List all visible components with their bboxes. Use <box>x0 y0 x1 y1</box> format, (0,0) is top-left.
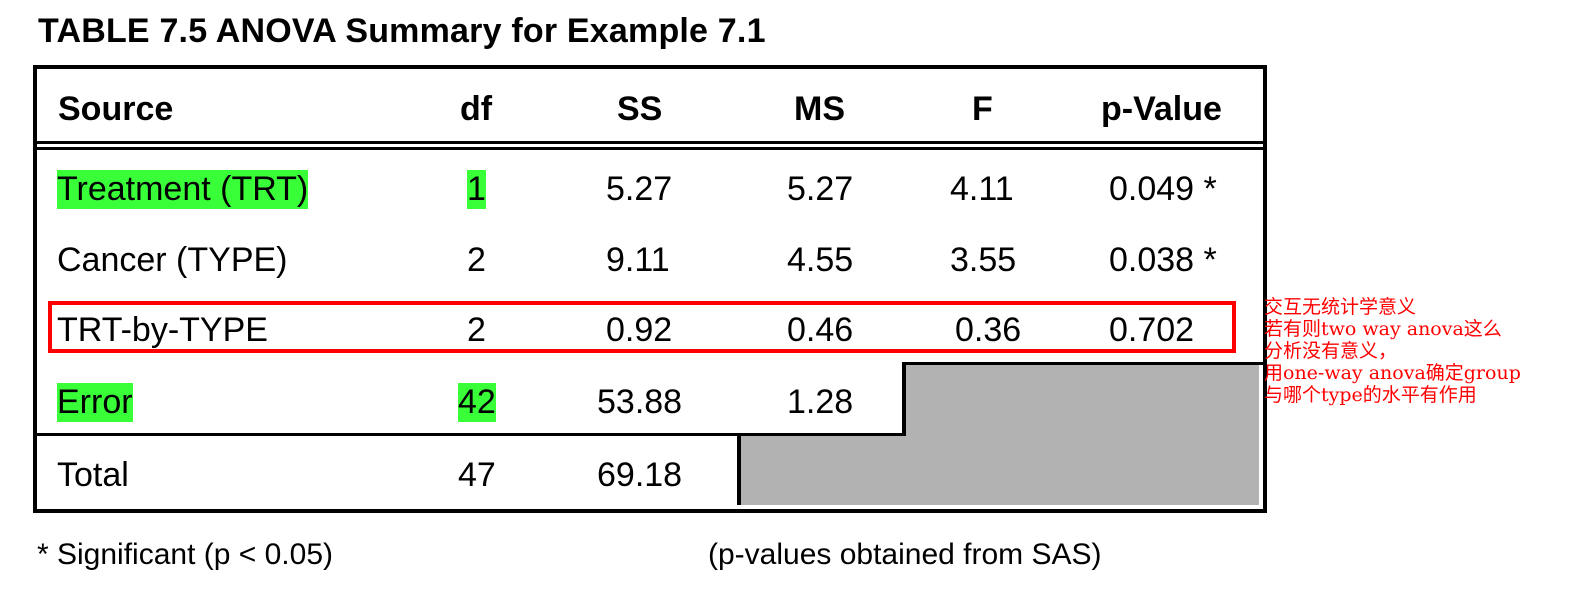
row-cancer-df: 2 <box>467 241 486 279</box>
col-header-p-value: p-Value <box>1101 90 1222 128</box>
row-error-df: 42 <box>458 383 496 422</box>
row-cancer-f: 3.55 <box>950 241 1017 279</box>
annotation-line: 与哪个type的水平有作用 <box>1264 384 1477 406</box>
row-total-source: Total <box>57 456 129 494</box>
row-cancer-ms: 4.55 <box>787 241 854 279</box>
empty-shaded-cell-error <box>904 364 1259 434</box>
row-treatment-ms: 5.27 <box>787 170 854 208</box>
table-title: TABLE 7.5 ANOVA Summary for Example 7.1 <box>38 12 766 50</box>
row-treatment-ss: 5.27 <box>606 170 673 208</box>
empty-shaded-cell-total <box>740 434 1259 505</box>
row-interaction-ms: 0.46 <box>787 311 854 349</box>
row-interaction-ss: 0.92 <box>606 311 673 349</box>
total-rule <box>37 433 906 436</box>
row-cancer-source: Cancer (TYPE) <box>57 241 288 279</box>
annotation-line: 分析没有意义， <box>1264 340 1398 362</box>
row-interaction-df: 2 <box>467 311 486 349</box>
annotation-line: 交互无统计学意义 <box>1264 296 1417 318</box>
row-cancer-p: 0.038 * <box>1109 241 1217 279</box>
header-rule-bottom <box>37 147 1263 150</box>
row-cancer-ss: 9.11 <box>606 241 670 279</box>
row-treatment-source: Treatment (TRT) <box>57 170 309 209</box>
col-header-ms: MS <box>794 90 845 128</box>
row-total-df: 47 <box>458 456 496 494</box>
interaction-row-highlight-box <box>48 301 1236 353</box>
row-error-ms: 1.28 <box>787 383 854 421</box>
step-line-vertical-lower <box>737 433 741 505</box>
col-header-ss: SS <box>617 90 663 128</box>
row-total-ss: 69.18 <box>597 456 683 494</box>
step-line-horizontal-upper <box>902 362 1263 365</box>
annotation-line: 用one-way anova确定group <box>1264 362 1521 384</box>
col-header-f: F <box>972 90 993 128</box>
annotation-line: 若有则two way anova这么 <box>1264 318 1502 340</box>
col-header-df: df <box>460 90 493 128</box>
footnote-significance: * Significant (p < 0.05) <box>37 538 334 571</box>
header-rule-top <box>37 141 1263 144</box>
row-treatment-p: 0.049 * <box>1109 170 1217 208</box>
row-error-source: Error <box>57 383 133 422</box>
row-interaction-source: TRT-by-TYPE <box>57 311 268 349</box>
step-line-vertical-upper <box>902 362 906 436</box>
anova-table <box>33 65 1267 513</box>
col-header-source: Source <box>58 90 174 128</box>
row-treatment-df: 1 <box>467 170 486 209</box>
footnote-source: (p-values obtained from SAS) <box>708 538 1102 571</box>
row-treatment-f: 4.11 <box>950 170 1014 208</box>
annotation-note: 交互无统计学意义 若有则two way anova这么 分析没有意义， 用one… <box>1264 296 1594 406</box>
row-interaction-p: 0.702 <box>1109 311 1195 349</box>
row-interaction-f: 0.36 <box>955 311 1022 349</box>
row-error-ss: 53.88 <box>597 383 683 421</box>
